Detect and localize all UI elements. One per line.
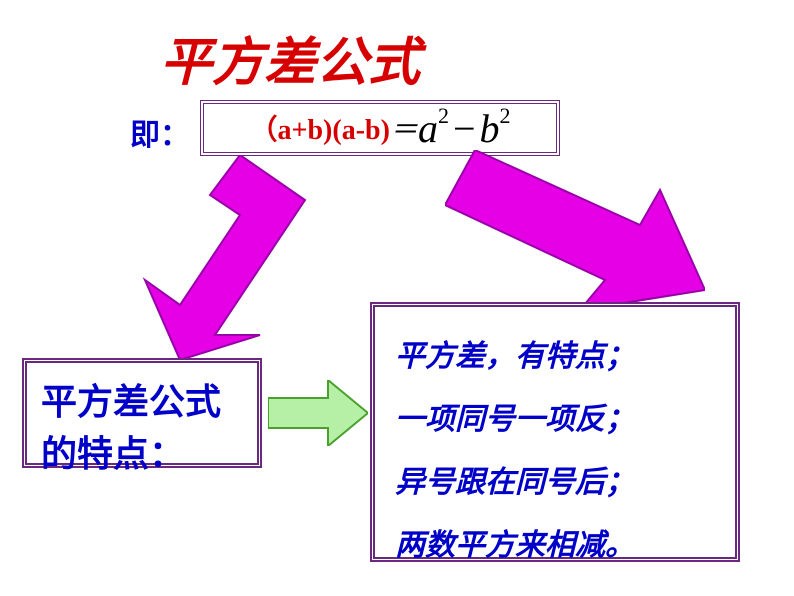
poem-line-1: 平方差，有特点； [395,325,715,388]
formula-eq: ＝ [390,108,418,148]
label-ji: 即： [130,110,190,154]
poem-line-4: 两数平方来相减。 [395,514,715,577]
poem-line-2: 一项同号一项反； [395,388,715,451]
formula-rhs: a2−b2 [418,105,511,152]
formula-a: a [418,106,438,151]
formula-lhs-paren: （ [250,115,278,146]
box-feature-poem: 平方差，有特点； 一项同号一项反； 异号跟在同号后； 两数平方来相减。 [370,302,740,562]
poem-line-3: 异号跟在同号后； [395,451,715,514]
formula-sup-a: 2 [438,103,449,128]
arrow-down-right [445,150,705,310]
formula-lhs: （a+b)(a-b) [250,108,390,148]
box-left-line2: 的特点： [41,425,243,477]
slide-title: 平方差公式 [160,20,420,95]
formula-box: （a+b)(a-b) ＝ a2−b2 [200,100,560,156]
formula-minus: − [453,106,476,151]
formula-lhs-body: a+b)(a-b) [278,115,390,146]
arrow-down-left [120,155,310,360]
box-feature-title: 平方差公式 的特点： [22,358,262,468]
formula-sup-b: 2 [500,103,511,128]
formula-b: b [480,106,500,151]
box-left-line1: 平方差公式 [41,373,243,425]
arrow-right-small [268,380,368,446]
